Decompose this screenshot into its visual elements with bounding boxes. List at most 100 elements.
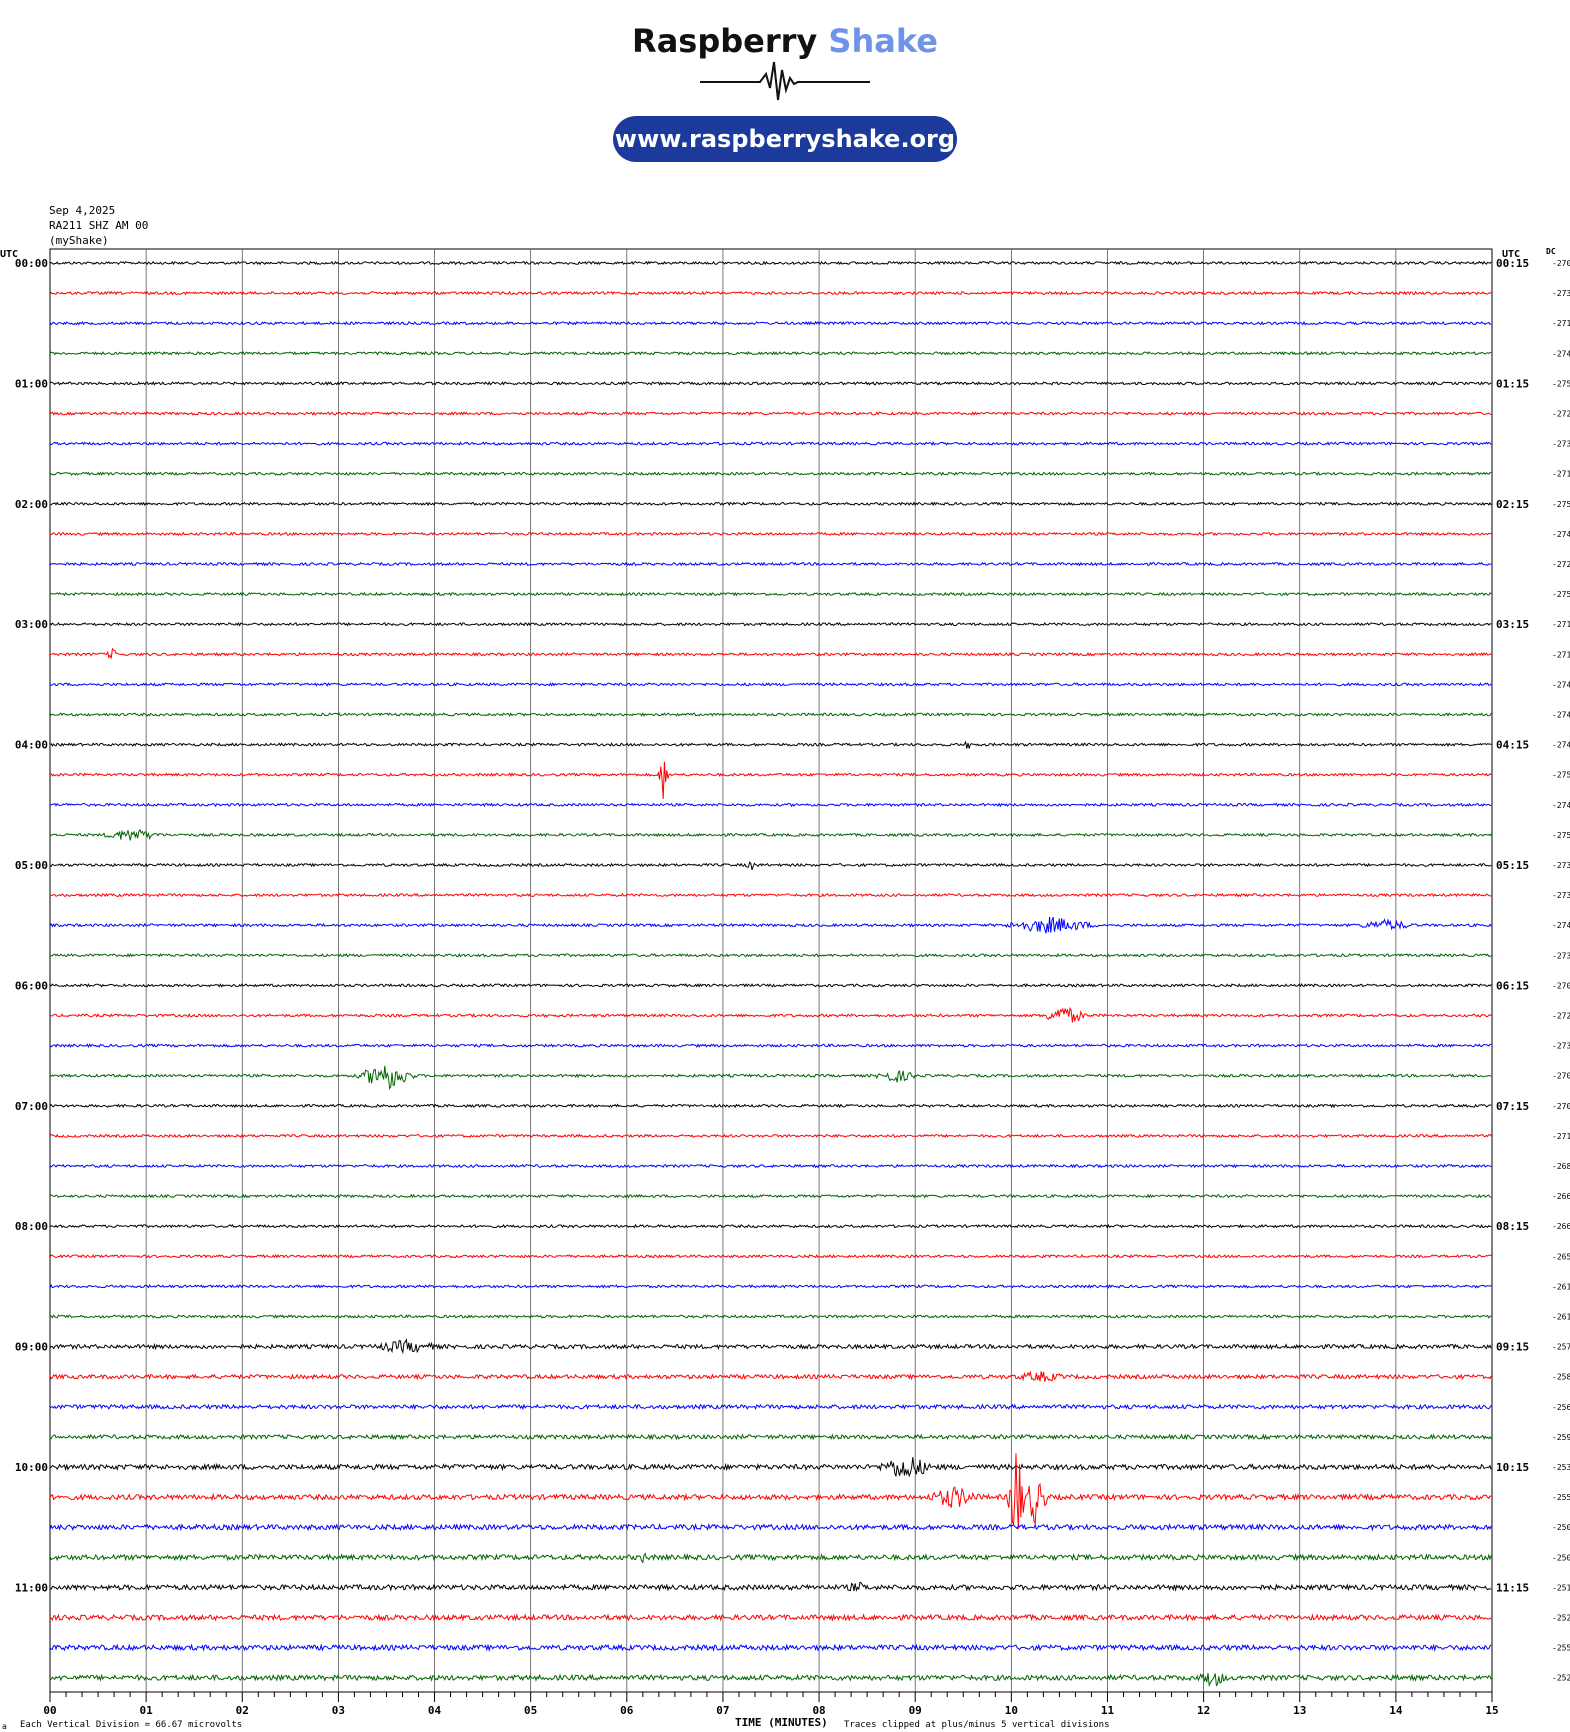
seismic-trace — [49, 1103, 1492, 1109]
clipping-note: Traces clipped at plus/minus 5 vertical … — [844, 1720, 1110, 1730]
brand-word-shake: Shake — [828, 22, 938, 60]
hour-label-right: 05:15 — [1496, 859, 1529, 872]
seismic-trace — [50, 892, 1492, 898]
dc-offset-label: -251 — [1552, 1583, 1570, 1592]
dc-offset-label: -266 — [1552, 1222, 1570, 1231]
seismic-trace — [49, 861, 1492, 871]
seismic-trace — [49, 828, 1492, 841]
seismic-trace — [49, 1314, 1492, 1319]
x-tick-label: 03 — [332, 1704, 345, 1717]
hour-label-left: 11:00 — [15, 1581, 48, 1594]
seismic-trace — [49, 983, 1492, 988]
dc-offset-label: -275 — [1552, 771, 1570, 780]
dc-offset-label: -265 — [1552, 1252, 1570, 1261]
hour-label-left: 04:00 — [15, 739, 48, 752]
x-tick-label: 06 — [620, 1704, 634, 1717]
dc-offset-label: -273 — [1552, 951, 1570, 960]
seismic-trace — [49, 561, 1492, 567]
hour-label-left: 05:00 — [15, 859, 48, 872]
seismic-trace — [49, 1643, 1492, 1653]
seismic-trace — [49, 1133, 1492, 1139]
brand-title: Raspberry Shake — [0, 22, 1570, 60]
hour-label-left: 06:00 — [15, 979, 48, 992]
x-tick-label: 10 — [1005, 1704, 1018, 1717]
seismic-trace — [49, 1253, 1492, 1259]
seismic-trace — [49, 1370, 1492, 1382]
seismic-trace — [49, 260, 1492, 266]
seismic-trace — [49, 441, 1492, 446]
dc-offset-label: -274 — [1552, 530, 1570, 539]
seismic-trace — [49, 1613, 1492, 1622]
dc-offset-label: -274 — [1552, 921, 1570, 930]
seismic-trace — [49, 1433, 1492, 1441]
seismic-trace — [49, 1223, 1492, 1229]
seismic-trace — [50, 591, 1492, 597]
station-code: RA211 SHZ AM 00 — [49, 219, 149, 232]
hour-label-right: 09:15 — [1496, 1341, 1529, 1354]
dc-column-title: DC — [1546, 247, 1556, 256]
hour-label-left: 10:00 — [15, 1461, 48, 1474]
seismic-trace — [49, 501, 1492, 507]
seismic-trace — [49, 1193, 1492, 1199]
dc-offset-label: -259 — [1552, 1433, 1570, 1442]
dc-offset-label: -256 — [1552, 1403, 1570, 1412]
seismic-trace — [49, 471, 1492, 476]
dc-offset-label: -274 — [1552, 801, 1570, 810]
seismic-trace — [49, 647, 1492, 659]
x-tick-label: 01 — [140, 1704, 154, 1717]
x-tick-label: 02 — [236, 1704, 249, 1717]
seismic-trace — [49, 916, 1492, 934]
seismic-trace — [49, 1522, 1492, 1532]
hour-label-right: 07:15 — [1496, 1100, 1529, 1113]
dc-offset-label: -271 — [1552, 620, 1570, 629]
x-tick-label: 11 — [1101, 1704, 1115, 1717]
seismic-trace — [49, 1403, 1492, 1411]
dc-offset-label: -261 — [1552, 1282, 1570, 1291]
dc-offset-label: -272 — [1552, 410, 1570, 419]
corner-mark: a — [2, 1722, 7, 1731]
seismic-trace — [49, 320, 1492, 326]
dc-offset-label: -274 — [1552, 711, 1570, 720]
seismic-trace — [50, 802, 1492, 808]
x-tick-label: 13 — [1293, 1704, 1306, 1717]
x-tick-label: 14 — [1389, 1704, 1403, 1717]
left-axis-title: UTC — [0, 249, 18, 260]
hour-label-right: 03:15 — [1496, 618, 1529, 631]
hour-label-right: 04:15 — [1496, 739, 1529, 752]
dc-offset-label: -275 — [1552, 500, 1570, 509]
dc-offset-label: -250 — [1552, 1553, 1570, 1562]
seismic-trace — [49, 1552, 1492, 1564]
seismic-trace — [49, 1006, 1492, 1023]
seismic-trace — [49, 531, 1492, 537]
x-tick-label: 15 — [1485, 1704, 1498, 1717]
plot-frame — [49, 248, 1493, 1693]
dc-offset-label: -273 — [1552, 891, 1570, 900]
website-url-badge[interactable]: www.raspberryshake.org — [613, 116, 957, 162]
hour-label-left: 03:00 — [15, 618, 48, 631]
dc-offset-label: -268 — [1552, 1162, 1570, 1171]
seismic-trace — [49, 411, 1492, 416]
seismic-trace — [49, 952, 1492, 958]
dc-offset-label: -257 — [1552, 1343, 1570, 1352]
x-axis-label: TIME (MINUTES) — [735, 1716, 828, 1729]
seismic-trace — [49, 290, 1492, 296]
seismic-trace — [49, 621, 1492, 627]
seismic-trace — [49, 1163, 1492, 1169]
dc-offset-label: -271 — [1552, 319, 1570, 328]
hour-label-right: 00:15 — [1496, 257, 1529, 270]
hour-label-right: 11:15 — [1496, 1581, 1529, 1594]
seismic-trace — [49, 740, 1492, 749]
brand-word-raspberry: Raspberry — [632, 22, 818, 60]
hour-label-right: 08:15 — [1496, 1220, 1529, 1233]
seismic-trace — [49, 1065, 1492, 1090]
seismic-trace — [49, 1453, 1492, 1529]
dc-offset-label: -271 — [1552, 470, 1570, 479]
hour-label-left: 02:00 — [15, 498, 48, 511]
dc-offset-label: -271 — [1552, 650, 1570, 659]
dc-offset-label: -274 — [1552, 741, 1570, 750]
dc-offset-label: -271 — [1552, 1132, 1570, 1141]
hour-label-right: 06:15 — [1496, 979, 1529, 992]
hour-label-left: 07:00 — [15, 1100, 48, 1113]
x-tick-label: 08 — [812, 1704, 825, 1717]
